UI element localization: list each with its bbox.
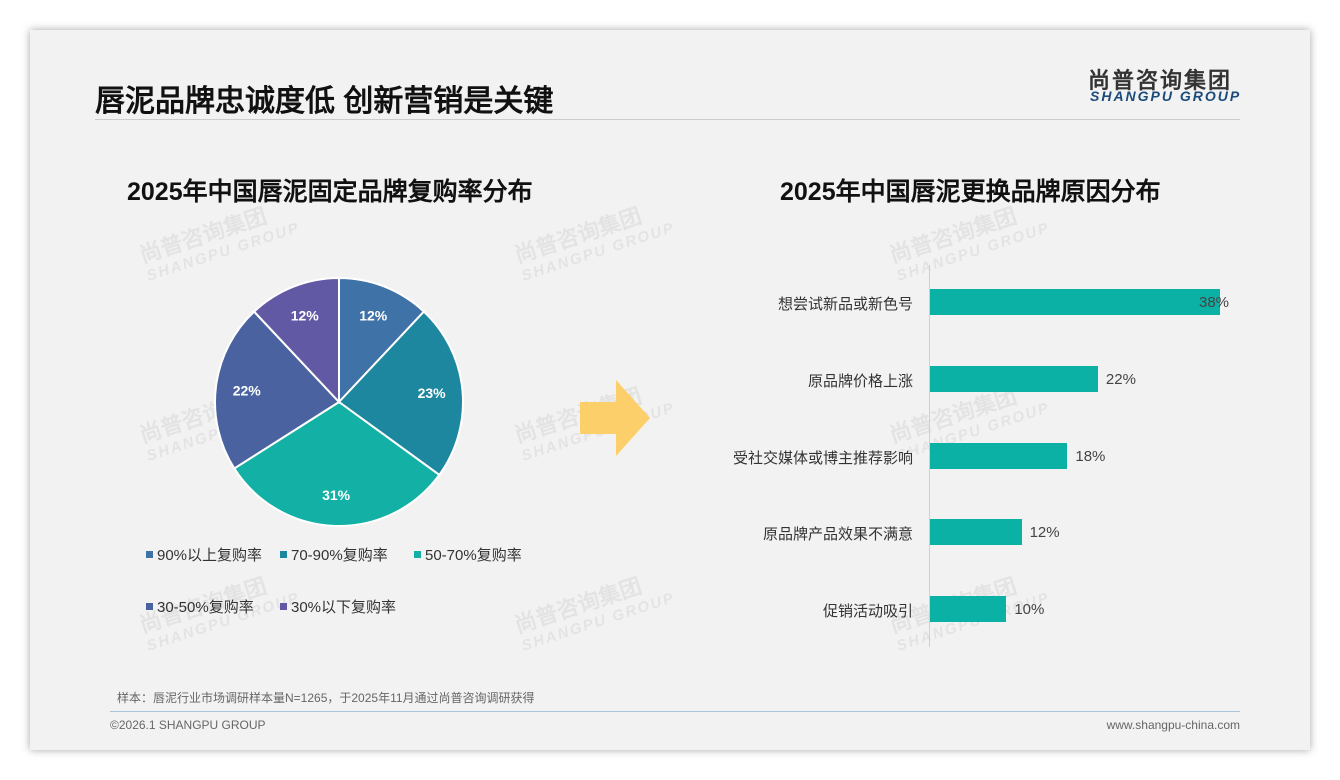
legend-label: 90%以上复购率	[157, 547, 263, 564]
bar-value: 38%	[1199, 294, 1230, 311]
pie-label: 12%	[359, 308, 388, 324]
pie-slice	[214, 310, 341, 470]
pie-label: 23%	[418, 385, 447, 401]
bar	[930, 596, 1007, 623]
legend-label: 50-70%复购率	[425, 547, 522, 564]
legend-swatch	[146, 551, 153, 558]
legend-label: 30%以下复购率	[291, 599, 397, 616]
bar-value: 10%	[1014, 601, 1045, 619]
legend-item: 30%以下复购率	[280, 596, 396, 617]
pie-label: 22%	[233, 382, 262, 398]
bar-axis	[929, 265, 930, 647]
legend-item: 30-50%复购率	[146, 596, 254, 617]
bar-category: 促销活动吸引	[822, 603, 913, 621]
copyright: ©2026.1 SHANGPU GROUP	[110, 718, 266, 732]
bar-category: 原品牌产品效果不满意	[762, 526, 913, 544]
legend-swatch	[146, 603, 153, 610]
arrow-icon	[580, 380, 650, 456]
bar-title: 2025年中国唇泥更换品牌原因分布	[780, 178, 1161, 206]
legend-label: 30-50%复购率	[157, 599, 254, 616]
website: www.shangpu-china.com	[1106, 718, 1240, 732]
bar-value: 18%	[1075, 447, 1106, 465]
legend-swatch	[414, 551, 421, 558]
pie-label: 31%	[322, 487, 351, 503]
bar	[930, 365, 1098, 392]
bar	[930, 289, 1220, 315]
pie-slice	[337, 310, 464, 477]
legend-label: 70-90%复购率	[291, 547, 388, 564]
pie-slice	[232, 400, 441, 527]
sample-note: 样本：唇泥行业市场调研样本量N=1265，于2025年11月通过尚普咨询调研获得	[117, 691, 535, 705]
pie-slice	[252, 276, 340, 405]
bar-value: 22%	[1105, 370, 1136, 388]
legend-item: 90%以上复购率	[146, 544, 262, 565]
bar	[930, 442, 1068, 469]
bar	[930, 519, 1022, 546]
legend-item: 70-90%复购率	[280, 544, 388, 565]
logo-en: SHANGPU GROUP	[1090, 88, 1242, 104]
pie-chart: 12% 23% 31% 22% 12%	[214, 276, 464, 527]
pie-slice	[338, 276, 426, 405]
bar-category: 原品牌价格上涨	[807, 372, 913, 390]
bar-category: 受社交媒体或博主推荐影响	[732, 449, 913, 467]
bar-category: 想尝试新品或新色号	[777, 296, 913, 313]
pie-label: 12%	[291, 308, 320, 324]
page-title: 唇泥品牌忠诚度低 创新营销是关键	[95, 85, 554, 118]
legend-item: 50-70%复购率	[414, 544, 522, 565]
legend-swatch	[280, 603, 287, 610]
footer-divider	[110, 711, 1240, 712]
divider	[95, 119, 1240, 120]
logo-cn: 尚普咨询集团	[1088, 68, 1233, 93]
pie-title: 2025年中国唇泥固定品牌复购率分布	[127, 178, 533, 206]
bar-value: 12%	[1029, 524, 1060, 542]
legend-swatch	[280, 551, 287, 558]
